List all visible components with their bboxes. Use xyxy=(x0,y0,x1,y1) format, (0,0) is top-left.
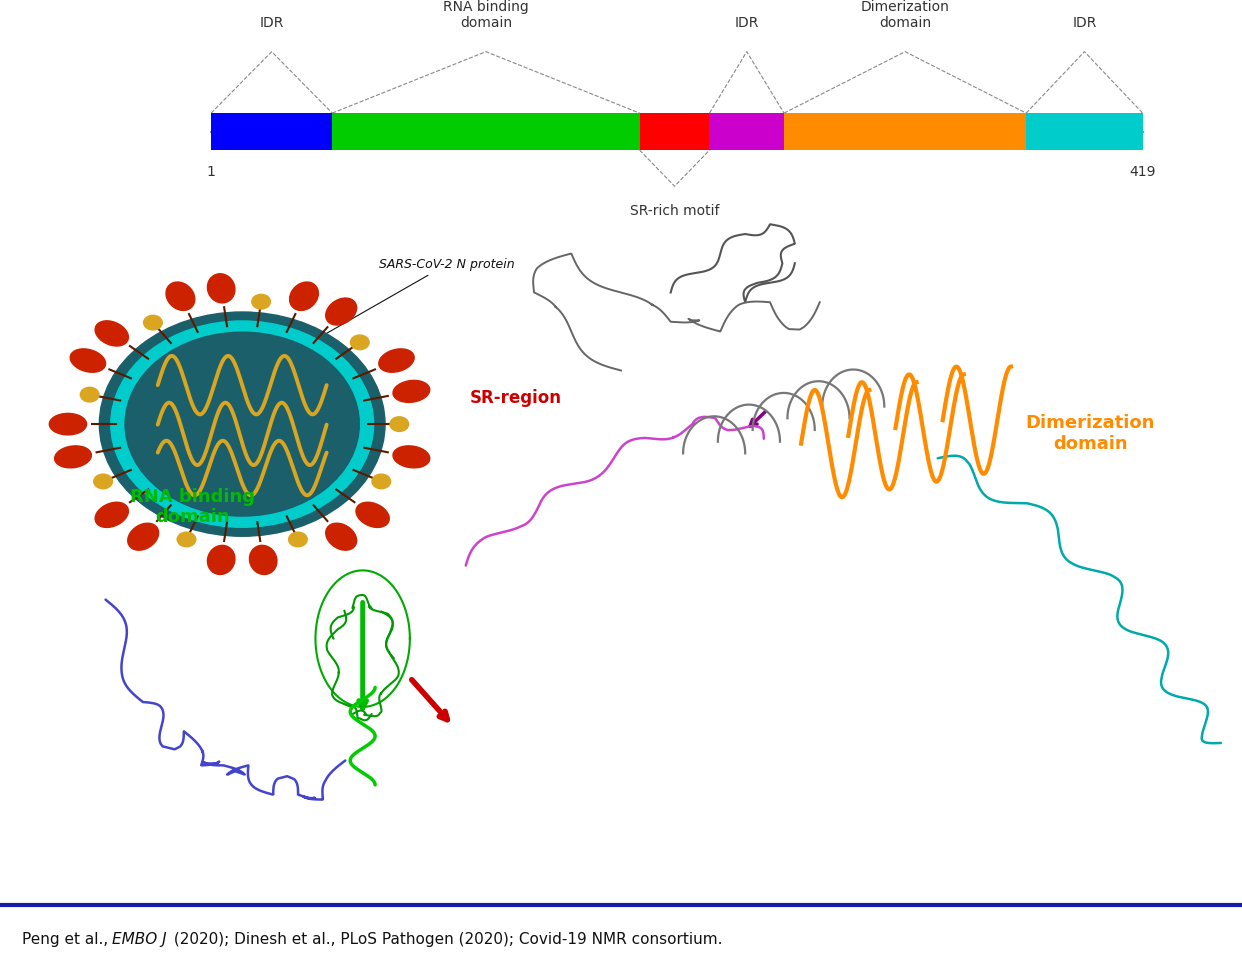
Circle shape xyxy=(111,321,374,527)
Circle shape xyxy=(178,532,196,547)
Text: RNA binding
domain: RNA binding domain xyxy=(443,0,529,30)
Ellipse shape xyxy=(356,502,389,527)
Circle shape xyxy=(125,332,359,516)
Text: Dimerization
domain: Dimerization domain xyxy=(861,0,950,30)
Text: Peng et al.,: Peng et al., xyxy=(22,932,113,948)
Ellipse shape xyxy=(392,446,430,468)
Text: IDR: IDR xyxy=(1072,17,1097,30)
Ellipse shape xyxy=(325,524,356,550)
Circle shape xyxy=(288,532,307,547)
Text: SR-region: SR-region xyxy=(469,389,561,407)
Ellipse shape xyxy=(250,545,277,574)
FancyBboxPatch shape xyxy=(640,113,709,150)
Circle shape xyxy=(350,335,369,350)
Ellipse shape xyxy=(166,282,195,310)
Circle shape xyxy=(373,474,391,488)
Ellipse shape xyxy=(289,282,318,310)
Circle shape xyxy=(390,417,409,431)
Ellipse shape xyxy=(128,524,159,550)
Text: Dimerization
domain: Dimerization domain xyxy=(1026,414,1155,453)
Text: IDR: IDR xyxy=(734,17,759,30)
Circle shape xyxy=(99,312,385,536)
FancyBboxPatch shape xyxy=(333,113,640,150)
Ellipse shape xyxy=(96,502,128,527)
Ellipse shape xyxy=(55,446,92,468)
Text: EMBO J: EMBO J xyxy=(112,932,166,948)
Circle shape xyxy=(144,315,163,330)
Text: SARS-CoV-2 N protein: SARS-CoV-2 N protein xyxy=(307,258,514,345)
Text: SR-rich motif: SR-rich motif xyxy=(630,204,719,217)
Ellipse shape xyxy=(50,413,87,435)
FancyBboxPatch shape xyxy=(784,113,1026,150)
Ellipse shape xyxy=(379,349,414,372)
Ellipse shape xyxy=(325,298,356,325)
Circle shape xyxy=(93,474,112,488)
Ellipse shape xyxy=(207,274,235,303)
Text: 1: 1 xyxy=(206,165,216,178)
FancyBboxPatch shape xyxy=(709,113,784,150)
Ellipse shape xyxy=(207,545,235,574)
Ellipse shape xyxy=(71,349,106,372)
Ellipse shape xyxy=(96,321,128,346)
FancyBboxPatch shape xyxy=(211,113,333,150)
Text: (2020); Dinesh et al., PLoS Pathogen (2020); Covid-19 NMR consortium.: (2020); Dinesh et al., PLoS Pathogen (20… xyxy=(169,932,723,948)
Text: RNA binding
domain: RNA binding domain xyxy=(130,488,255,526)
Circle shape xyxy=(81,387,99,402)
FancyBboxPatch shape xyxy=(1026,113,1143,150)
Ellipse shape xyxy=(392,380,430,403)
Text: 419: 419 xyxy=(1129,165,1156,178)
Text: IDR: IDR xyxy=(260,17,284,30)
Circle shape xyxy=(252,294,271,309)
